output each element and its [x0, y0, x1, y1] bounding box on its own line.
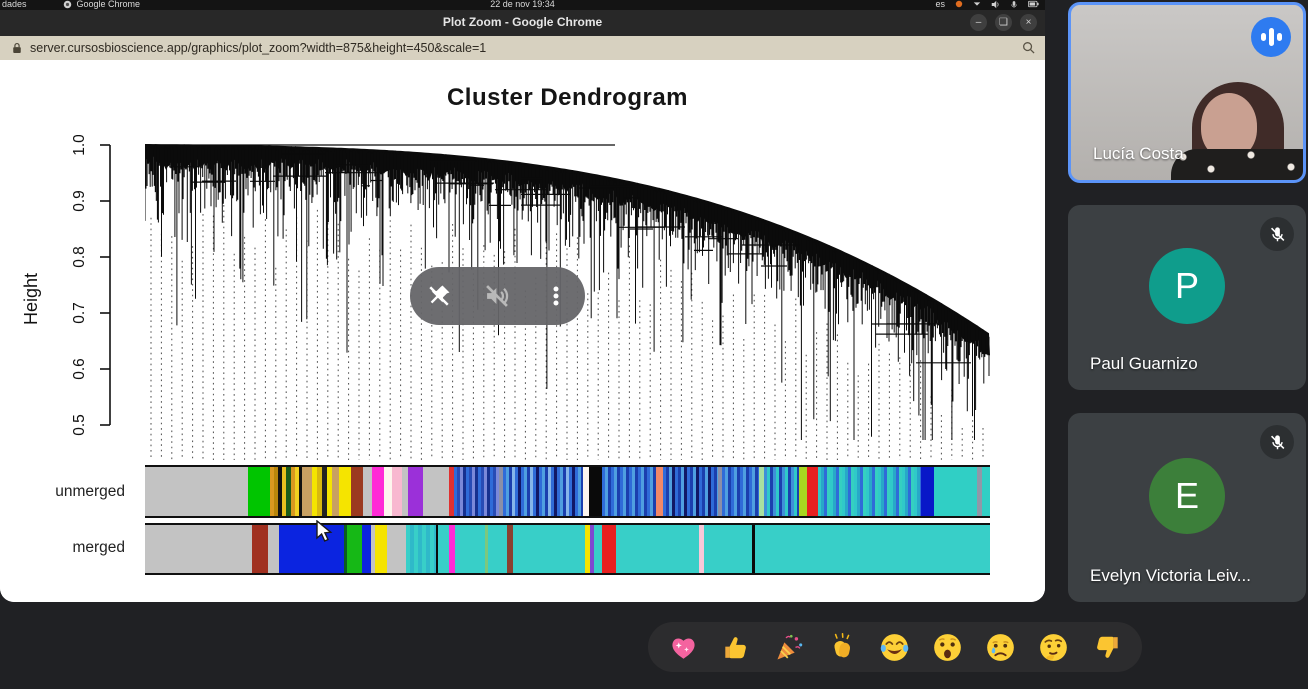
participant-name: Evelyn Victoria Leiv...	[1090, 566, 1251, 585]
reaction-sparkling-heart[interactable]	[667, 630, 701, 664]
maximize-button[interactable]: ❏	[995, 14, 1012, 31]
minimize-button[interactable]: –	[970, 14, 987, 31]
zoom-search-icon[interactable]	[1022, 41, 1035, 54]
reaction-thumbs-down[interactable]	[1089, 630, 1123, 664]
chrome-logo-icon	[63, 0, 71, 8]
participant-video	[1071, 5, 1303, 180]
reaction-clapping-hands[interactable]	[825, 630, 859, 664]
mic-icon[interactable]	[1010, 0, 1018, 9]
speaking-indicator-icon	[1251, 17, 1291, 57]
y-axis: 1.0 0.9 0.8 0.7 0.6 0.5	[71, 135, 111, 436]
meet-hover-controls	[410, 267, 585, 325]
reactions-bar	[648, 622, 1142, 672]
chrome-url-bar[interactable]: server.cursosbioscience.app/graphics/plo…	[0, 36, 1045, 60]
reaction-thinking-face[interactable]	[1036, 630, 1070, 664]
avatar: P	[1149, 248, 1225, 325]
window-title: Plot Zoom - Google Chrome	[442, 15, 603, 29]
dendrogram-plot	[145, 144, 990, 460]
svg-text:0.9: 0.9	[71, 190, 88, 212]
window-controls: – ❏ ×	[970, 14, 1037, 31]
reaction-crying-face[interactable]	[984, 630, 1018, 664]
row-label-merged: merged	[72, 539, 125, 556]
participant-name: Lucía Costa	[1093, 144, 1184, 163]
participant-tile-paul-guarnizo[interactable]: P Paul Guarnizo	[1068, 205, 1306, 390]
plot-area: Cluster Dendrogram Height 1.0 0.9 0.8 0.7 0.…	[0, 60, 1045, 602]
svg-text:0.8: 0.8	[71, 246, 88, 268]
url-text[interactable]: server.cursosbioscience.app/graphics/plo…	[30, 41, 487, 55]
reaction-thumbs-up[interactable]	[720, 630, 754, 664]
audio-muted-icon[interactable]	[480, 279, 514, 313]
svg-text:0.7: 0.7	[71, 302, 88, 324]
keyboard-layout-indicator[interactable]: es	[935, 0, 945, 9]
row-label-unmerged: unmerged	[55, 483, 125, 500]
module-colors-merged	[145, 523, 990, 575]
reaction-astonished-face[interactable]	[931, 630, 965, 664]
volume-icon[interactable]	[991, 0, 1000, 9]
avatar: E	[1149, 458, 1225, 535]
svg-text:0.6: 0.6	[71, 358, 88, 380]
reaction-face-with-tears-of-joy[interactable]	[878, 630, 912, 664]
system-menu-bar: dades Google Chrome 22 de nov 19:34 es	[0, 0, 1045, 10]
mouse-cursor	[316, 520, 333, 542]
mic-off-icon	[1260, 425, 1294, 459]
lock-icon	[13, 43, 21, 53]
more-options-button[interactable]	[539, 279, 573, 313]
chrome-titlebar[interactable]: Plot Zoom - Google Chrome – ❏ ×	[0, 10, 1045, 36]
participant-tile-lucia-costa[interactable]: Lucía Costa	[1068, 2, 1306, 183]
y-axis-label: Height	[21, 272, 41, 326]
focused-app-name[interactable]: Google Chrome	[76, 0, 141, 9]
svg-text:0.5: 0.5	[71, 414, 88, 436]
activities-button[interactable]: dades	[2, 0, 27, 9]
participant-name: Paul Guarnizo	[1090, 354, 1198, 373]
battery-icon[interactable]	[1028, 0, 1039, 8]
module-colors-unmerged	[145, 465, 990, 518]
reaction-party-popper[interactable]	[772, 630, 806, 664]
close-button[interactable]: ×	[1020, 14, 1037, 31]
svg-text:1.0: 1.0	[71, 135, 88, 156]
participant-tile-evelyn-victoria[interactable]: E Evelyn Victoria Leiv...	[1068, 413, 1306, 602]
chevron-down-icon[interactable]	[973, 0, 981, 8]
mic-off-icon	[1260, 217, 1294, 251]
system-clock[interactable]: 22 de nov 19:34	[490, 0, 555, 9]
unpin-button[interactable]	[422, 279, 456, 313]
screen-share-tile[interactable]: dades Google Chrome 22 de nov 19:34 es P…	[0, 0, 1045, 602]
record-indicator-icon	[955, 0, 963, 8]
plot-title: Cluster Dendrogram	[446, 84, 689, 111]
